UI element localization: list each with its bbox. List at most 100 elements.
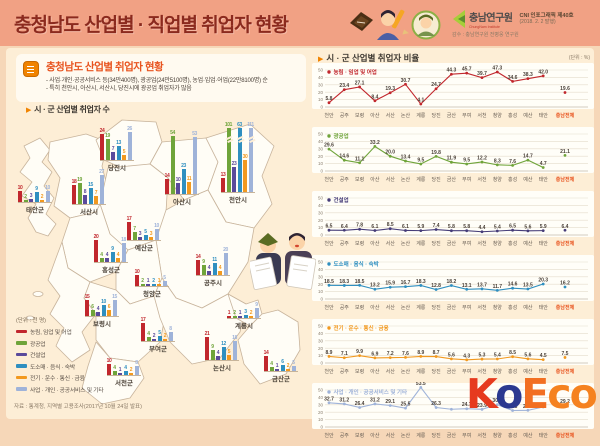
header-band <box>0 0 600 46</box>
legend-item: 사업 · 개인 · 공공서비스 및 기타 <box>16 385 104 394</box>
svg-text:5.8: 5.8 <box>448 224 455 230</box>
svg-text:태안: 태안 <box>539 112 549 119</box>
svg-text:20: 20 <box>318 410 324 415</box>
svg-text:8.3: 8.3 <box>494 158 501 164</box>
koeco-logo: KoEco <box>466 370 598 418</box>
svg-text:충남전체: 충남전체 <box>556 368 575 375</box>
svg-text:부여: 부여 <box>462 432 471 439</box>
svg-text:부여: 부여 <box>462 368 471 375</box>
svg-text:12.8: 12.8 <box>431 283 441 289</box>
svg-text:13.4: 13.4 <box>401 155 411 161</box>
svg-text:천안: 천안 <box>324 176 334 183</box>
svg-text:홍성: 홍성 <box>508 432 517 439</box>
svg-text:태안: 태안 <box>539 432 549 439</box>
svg-text:공주: 공주 <box>340 113 350 119</box>
district-chart-서천군: 10 4 1 4 2 8 서천군 <box>107 303 141 387</box>
svg-text:아산: 아산 <box>370 432 380 439</box>
svg-text:광공업: 광공업 <box>334 132 349 140</box>
header-illustrations <box>350 9 441 40</box>
svg-text:농림 · 임업 및 어업: 농림 · 임업 및 어업 <box>334 68 377 76</box>
svg-text:14.7: 14.7 <box>523 154 533 160</box>
svg-text:10: 10 <box>318 289 324 294</box>
svg-text:6.5: 6.5 <box>509 224 516 230</box>
cni-logo: 충남연구원 ChungNam Institute CNI 인포그래픽 제40호 … <box>452 8 594 44</box>
svg-text:30: 30 <box>318 210 324 215</box>
svg-text:당진: 당진 <box>431 432 441 439</box>
svg-text:33.2: 33.2 <box>370 140 380 146</box>
svg-text:부여: 부여 <box>462 240 471 247</box>
svg-text:12.2: 12.2 <box>477 155 487 161</box>
svg-text:8.7: 8.7 <box>433 350 440 356</box>
svg-text:6.4: 6.4 <box>562 224 569 230</box>
svg-text:16.2: 16.2 <box>560 281 570 287</box>
svg-text:당진: 당진 <box>431 112 441 119</box>
svg-text:31.2: 31.2 <box>370 397 380 403</box>
district-chart-논산시: 21 9 4 12 5 18 논산시 <box>205 288 239 372</box>
svg-text:충남전체: 충남전체 <box>556 176 575 183</box>
svg-text:청양: 청양 <box>493 432 503 439</box>
svg-text:19.3: 19.3 <box>385 86 395 92</box>
ratio-section-title: ▶ 시 · 군 산업별 취업자 비율 (단위 : %) <box>318 53 590 63</box>
svg-text:13.1: 13.1 <box>462 283 472 289</box>
district-chart-부여군: 17 4 2 5 2 8 부여군 <box>141 269 175 353</box>
svg-text:0: 0 <box>320 105 323 110</box>
svg-text:태안: 태안 <box>539 176 549 183</box>
svg-text:천안: 천안 <box>324 368 334 375</box>
svg-text:공주: 공주 <box>340 433 350 439</box>
svg-text:공주: 공주 <box>340 369 350 375</box>
svg-text:18.5: 18.5 <box>355 279 365 285</box>
svg-text:13.5: 13.5 <box>523 283 533 289</box>
svg-text:홍성: 홍성 <box>508 176 517 183</box>
svg-text:5.6: 5.6 <box>524 352 531 358</box>
svg-text:19.6: 19.6 <box>560 86 570 92</box>
svg-text:27.1: 27.1 <box>355 80 365 86</box>
arrow-icon: ▶ <box>26 107 32 114</box>
svg-text:23.4: 23.4 <box>339 83 349 89</box>
svg-text:40: 40 <box>318 75 324 80</box>
svg-text:7.1: 7.1 <box>341 351 348 357</box>
line-chart-건설업: 0 10 20 30 40 50 6.5 6.4 7.8 6.1 8.5 6.1 5.9 7.4 5.8 5.… <box>312 190 594 253</box>
svg-text:21.1: 21.1 <box>560 149 570 155</box>
svg-text:4.1: 4.1 <box>417 97 424 103</box>
svg-text:34.6: 34.6 <box>508 75 518 81</box>
svg-text:서천: 서천 <box>477 368 487 375</box>
svg-text:아산: 아산 <box>370 240 380 247</box>
district-chart-청양군: 10 2 1 2 1 5 청양군 <box>135 214 169 298</box>
person-pencil-icon <box>377 9 409 40</box>
industry-summary-box: 충청남도 산업별 취업자 현황 - 사업·개인·공공서비스 등(34만400명)… <box>16 54 306 102</box>
svg-text:29.2: 29.2 <box>560 399 570 405</box>
koeco-letter: o <box>495 370 523 418</box>
svg-text:충남전체: 충남전체 <box>556 304 575 311</box>
svg-text:10: 10 <box>318 161 324 166</box>
svg-text:홍성: 홍성 <box>508 304 517 311</box>
svg-text:32.7: 32.7 <box>324 396 334 402</box>
svg-text:13.7: 13.7 <box>477 282 487 288</box>
district-taean <box>19 137 57 237</box>
svg-text:6.9: 6.9 <box>371 351 378 357</box>
svg-text:8.5: 8.5 <box>387 222 394 228</box>
svg-text:예산: 예산 <box>523 304 533 311</box>
supervision-note: 감수 : 충남연구원 전병웅 연구원 <box>452 32 519 38</box>
district-chart-당진시: 24 19 7 13 5 26 당진시 <box>100 88 134 172</box>
svg-text:당진: 당진 <box>431 368 441 375</box>
svg-text:0: 0 <box>320 233 323 238</box>
svg-text:0: 0 <box>320 297 323 302</box>
svg-text:충남전체: 충남전체 <box>556 432 575 439</box>
svg-text:8.4: 8.4 <box>371 94 378 100</box>
svg-text:30: 30 <box>318 338 324 343</box>
koeco-letter: c <box>547 370 571 418</box>
koeco-letter: K <box>466 370 497 418</box>
svg-text:계룡: 계룡 <box>416 432 426 439</box>
svg-text:20: 20 <box>318 282 324 287</box>
svg-text:서천: 서천 <box>477 304 487 311</box>
svg-text:6.4: 6.4 <box>341 224 348 230</box>
people-reading-illustration <box>250 233 316 290</box>
svg-text:서천: 서천 <box>477 176 487 183</box>
svg-text:서산: 서산 <box>386 112 396 119</box>
source-note: 자료 : 통계청, 지역별 고용조사(2017년 10월 24일 발표) <box>14 404 142 410</box>
svg-text:아산: 아산 <box>370 368 380 375</box>
svg-text:20: 20 <box>318 218 324 223</box>
document-icon <box>23 61 39 77</box>
svg-text:5.8: 5.8 <box>326 96 333 102</box>
svg-text:5.9: 5.9 <box>540 224 547 230</box>
